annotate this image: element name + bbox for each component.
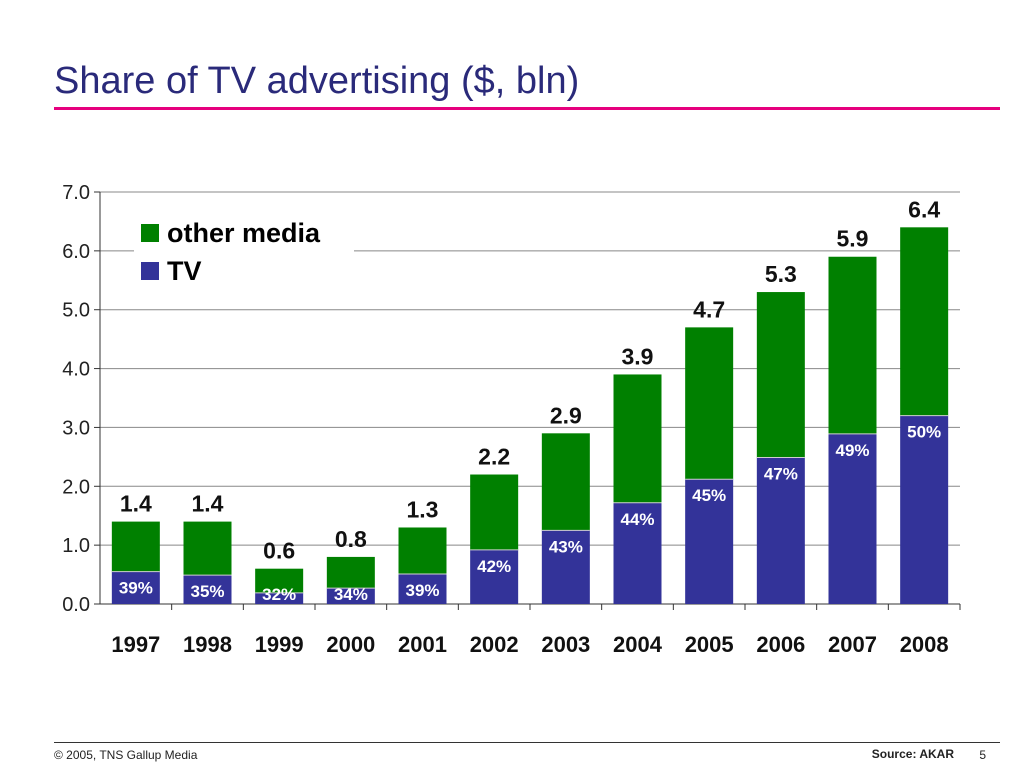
stacked-bar-chart: 0.0 1.0 2.0 3.0 4.0 5.0 6.0 7.0 39% 1.4 1997 35% 1.4… <box>62 182 961 657</box>
tv-share-label-1999: 32% <box>262 585 296 604</box>
total-label-2008: 6.4 <box>908 196 940 222</box>
x-tick-label-2002: 2002 <box>470 632 519 657</box>
y-tick-label: 7.0 <box>62 182 90 204</box>
bar-other-media-2003 <box>541 433 590 531</box>
footer-source: Source: AKAR <box>871 747 954 761</box>
legend-swatch-other-media <box>141 224 159 242</box>
tv-share-label-1997: 39% <box>119 579 153 598</box>
bar-other-media-2006 <box>756 292 805 458</box>
bar-other-media-1998 <box>183 521 232 576</box>
tv-share-label-2008: 50% <box>907 423 941 442</box>
tv-share-label-2007: 49% <box>835 441 869 460</box>
tv-share-label-2001: 39% <box>405 581 439 600</box>
tv-share-label-2006: 47% <box>764 464 798 483</box>
bar-other-media-2002 <box>470 474 519 550</box>
total-label-2006: 5.3 <box>765 261 797 287</box>
bar-other-media-2001 <box>398 527 447 574</box>
tv-share-label-2005: 45% <box>692 486 726 505</box>
x-tick-label-2006: 2006 <box>756 632 805 657</box>
x-tick-label-2001: 2001 <box>398 632 447 657</box>
x-tick-label-2005: 2005 <box>685 632 734 657</box>
x-tick-label-2003: 2003 <box>541 632 590 657</box>
bar-tv-2006 <box>756 457 805 604</box>
total-label-1997: 1.4 <box>120 491 152 517</box>
total-label-2002: 2.2 <box>478 444 510 470</box>
bar-tv-2002 <box>470 549 519 604</box>
x-tick-label-2000: 2000 <box>326 632 375 657</box>
legend-label-other-media: other media <box>167 218 321 248</box>
tv-share-label-2002: 42% <box>477 557 511 576</box>
y-tick-label: 5.0 <box>62 300 90 322</box>
x-tick-label-1998: 1998 <box>183 632 232 657</box>
footer-divider <box>54 742 1000 743</box>
total-label-2007: 5.9 <box>837 226 869 252</box>
total-label-1998: 1.4 <box>192 491 224 517</box>
bar-other-media-1997 <box>111 521 160 572</box>
tv-share-label-2003: 43% <box>549 537 583 556</box>
bar-other-media-2000 <box>326 556 375 589</box>
bar-tv-1999 <box>255 592 304 604</box>
x-tick-label-2004: 2004 <box>613 632 663 657</box>
bar-tv-2007 <box>828 433 877 604</box>
bar-tv-2003 <box>541 530 590 604</box>
bar-tv-1998 <box>183 575 232 604</box>
bar-tv-2001 <box>398 573 447 604</box>
y-tick-label: 6.0 <box>62 241 90 263</box>
bar-other-media-2005 <box>685 327 734 480</box>
total-label-2005: 4.7 <box>693 296 725 322</box>
bar-tv-2005 <box>685 479 734 604</box>
tv-share-label-2000: 34% <box>334 585 368 604</box>
bar-other-media-2007 <box>828 256 877 434</box>
total-label-2001: 1.3 <box>407 496 439 522</box>
tv-share-label-2004: 44% <box>620 510 654 529</box>
bar-other-media-2004 <box>613 374 662 503</box>
x-tick-label-2008: 2008 <box>900 632 949 657</box>
total-label-2003: 2.9 <box>550 402 582 428</box>
y-tick-label: 1.0 <box>62 535 90 557</box>
slide-title: Share of TV advertising ($, bln) <box>54 60 580 102</box>
bar-tv-1997 <box>111 571 160 604</box>
bar-tv-2000 <box>326 588 375 604</box>
legend-box <box>134 212 354 294</box>
page-number: 5 <box>979 748 986 762</box>
x-tick-label-1999: 1999 <box>255 632 304 657</box>
legend-swatch-tv <box>141 262 159 280</box>
x-tick-label-1997: 1997 <box>111 632 160 657</box>
y-tick-label: 0.0 <box>62 594 90 616</box>
tv-share-label-1998: 35% <box>190 582 224 601</box>
footer-copyright: © 2005, TNS Gallup Media <box>54 748 198 762</box>
y-tick-label: 2.0 <box>62 476 90 498</box>
bar-tv-2008 <box>900 415 949 604</box>
bar-tv-2004 <box>613 502 662 604</box>
y-tick-label: 3.0 <box>62 417 90 439</box>
bar-other-media-2008 <box>900 227 949 416</box>
x-tick-label-2007: 2007 <box>828 632 877 657</box>
legend-label-tv: TV <box>167 256 202 286</box>
total-label-1999: 0.6 <box>263 538 295 564</box>
bar-other-media-1999 <box>255 568 304 593</box>
total-label-2000: 0.8 <box>335 526 367 552</box>
total-label-2004: 3.9 <box>622 343 654 369</box>
y-tick-label: 4.0 <box>62 359 90 381</box>
title-underline <box>54 107 1000 110</box>
